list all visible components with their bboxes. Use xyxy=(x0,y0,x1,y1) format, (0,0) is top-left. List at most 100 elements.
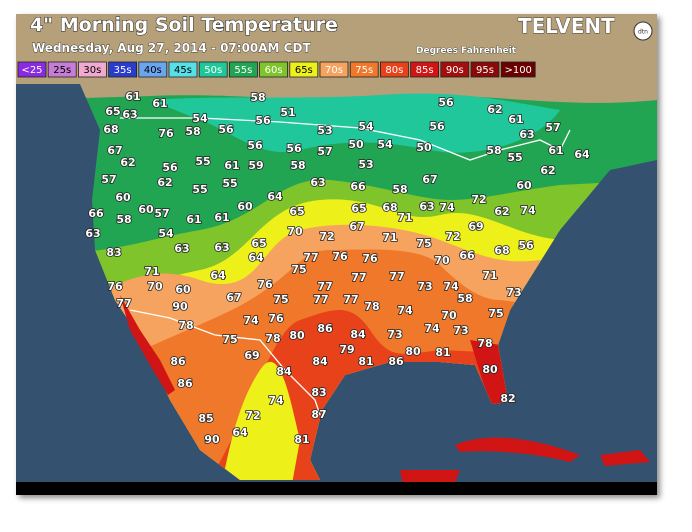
temperature-reading: 64 xyxy=(232,426,248,439)
legend-swatch xyxy=(168,61,198,78)
temperature-reading: 61 xyxy=(186,213,201,226)
legend-swatch xyxy=(349,61,379,78)
temperature-reading: 77 xyxy=(317,280,332,293)
temperature-reading: 73 xyxy=(506,286,521,299)
temperature-reading: 58 xyxy=(250,91,265,104)
legend-swatch xyxy=(410,61,440,78)
temperature-reading: 77 xyxy=(343,293,358,306)
temperature-reading: 77 xyxy=(351,271,366,284)
temperature-reading: 64 xyxy=(574,148,590,161)
baja xyxy=(120,295,175,395)
temperature-reading: 77 xyxy=(303,251,318,264)
temperature-reading: 60 xyxy=(115,191,131,204)
temperature-reading: 74 xyxy=(268,394,284,407)
temperature-reading: 86 xyxy=(170,355,186,368)
logo-badge: dtn xyxy=(638,29,648,36)
temperature-reading: 77 xyxy=(116,297,131,310)
temperature-reading: 80 xyxy=(289,329,305,342)
temperature-reading: 84 xyxy=(276,365,292,378)
temperature-reading: 68 xyxy=(103,123,118,136)
temperature-reading: 58 xyxy=(392,183,407,196)
temperature-reading: 56 xyxy=(286,142,302,155)
temperature-reading: 58 xyxy=(185,125,200,138)
temperature-reading: 60 xyxy=(138,203,154,216)
temperature-reading: 81 xyxy=(435,346,450,359)
temperature-reading: 62 xyxy=(487,103,502,116)
temperature-reading: 61 xyxy=(508,113,523,126)
temperature-reading: 62 xyxy=(120,156,135,169)
temperature-reading: 74 xyxy=(397,304,413,317)
legend-swatch xyxy=(500,61,536,78)
temperature-reading: 62 xyxy=(494,205,509,218)
temperature-reading: 67 xyxy=(349,220,364,233)
temperature-reading: 80 xyxy=(405,345,421,358)
temperature-reading: 71 xyxy=(397,211,412,224)
temperature-reading: 65 xyxy=(105,105,120,118)
temperature-reading: 65 xyxy=(289,205,304,218)
temperature-reading: 72 xyxy=(445,230,460,243)
legend-label: 65s xyxy=(295,65,313,76)
temperature-reading: 67 xyxy=(226,291,241,304)
temperature-reading: 51 xyxy=(280,106,295,119)
legend-label: 55s xyxy=(234,65,252,76)
temperature-reading: 61 xyxy=(125,90,140,103)
temperature-reading: 76 xyxy=(158,127,174,140)
temperature-reading: 65 xyxy=(251,237,266,250)
temperature-reading: 76 xyxy=(332,250,348,263)
temperature-reading: 55 xyxy=(222,177,237,190)
temperature-reading: 73 xyxy=(417,280,432,293)
temperature-reading: 61 xyxy=(224,159,239,172)
temperature-reading: 78 xyxy=(178,319,193,332)
temperature-reading: 83 xyxy=(106,246,121,259)
legend-label: 45s xyxy=(174,65,192,76)
legend-swatch xyxy=(47,61,77,78)
temperature-reading: 77 xyxy=(389,270,404,283)
temperature-reading: 75 xyxy=(416,237,431,250)
temperature-reading: 61 xyxy=(152,97,167,110)
temperature-reading: 63 xyxy=(214,241,229,254)
temperature-reading: 67 xyxy=(422,173,437,186)
legend-label: 80s xyxy=(385,65,403,76)
temperature-reading: 54 xyxy=(158,227,174,240)
temperature-reading: 78 xyxy=(265,332,280,345)
legend-swatch xyxy=(440,61,470,78)
temperature-reading: 70 xyxy=(441,309,457,322)
legend-swatch xyxy=(198,61,228,78)
temperature-reading: 74 xyxy=(439,201,455,214)
legend-label: 95s xyxy=(476,65,494,76)
temperature-reading: 72 xyxy=(245,409,260,422)
mexico-border xyxy=(129,309,321,416)
temperature-reading: 74 xyxy=(243,314,259,327)
legend-label: 50s xyxy=(204,65,222,76)
legend-swatch xyxy=(78,61,107,78)
temperature-reading: 61 xyxy=(548,144,563,157)
legend-swatch xyxy=(319,61,349,78)
temperature-reading: 60 xyxy=(237,200,253,213)
temperature-reading: 54 xyxy=(377,138,393,151)
temperature-reading: 64 xyxy=(210,269,226,282)
temperature-reading: 75 xyxy=(488,307,503,320)
temperature-reading: 56 xyxy=(429,120,445,133)
temperature-reading: 82 xyxy=(500,392,515,405)
temperature-reading: 77 xyxy=(313,293,328,306)
temperature-reading: 63 xyxy=(122,108,137,121)
temperature-reading: 79 xyxy=(339,343,354,356)
temperature-reading: 86 xyxy=(388,355,404,368)
temperature-reading: 56 xyxy=(218,123,234,136)
temperature-reading: 56 xyxy=(518,239,534,252)
temperature-reading: 62 xyxy=(157,176,172,189)
temperature-reading: 66 xyxy=(88,207,104,220)
legend-swatch xyxy=(470,61,500,78)
temperature-reading: 55 xyxy=(507,151,522,164)
temperature-reading: 57 xyxy=(545,121,560,134)
temperature-reading: 84 xyxy=(350,328,366,341)
legend: <25 25s 30s 35s 40s 45s 50s 55s 60s 65s 70s 75s 80s 8… xyxy=(17,61,536,78)
temperature-reading: 57 xyxy=(154,207,169,220)
temperature-reading: 50 xyxy=(348,138,364,151)
temperature-reading: 72 xyxy=(319,230,334,243)
legend-swatch xyxy=(228,61,258,78)
temperature-reading: 80 xyxy=(482,363,498,376)
temperature-reading: 53 xyxy=(317,124,332,137)
legend-label: 30s xyxy=(83,65,101,76)
